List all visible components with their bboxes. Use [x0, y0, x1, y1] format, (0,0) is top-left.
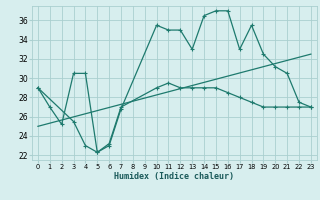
X-axis label: Humidex (Indice chaleur): Humidex (Indice chaleur)	[115, 172, 234, 181]
